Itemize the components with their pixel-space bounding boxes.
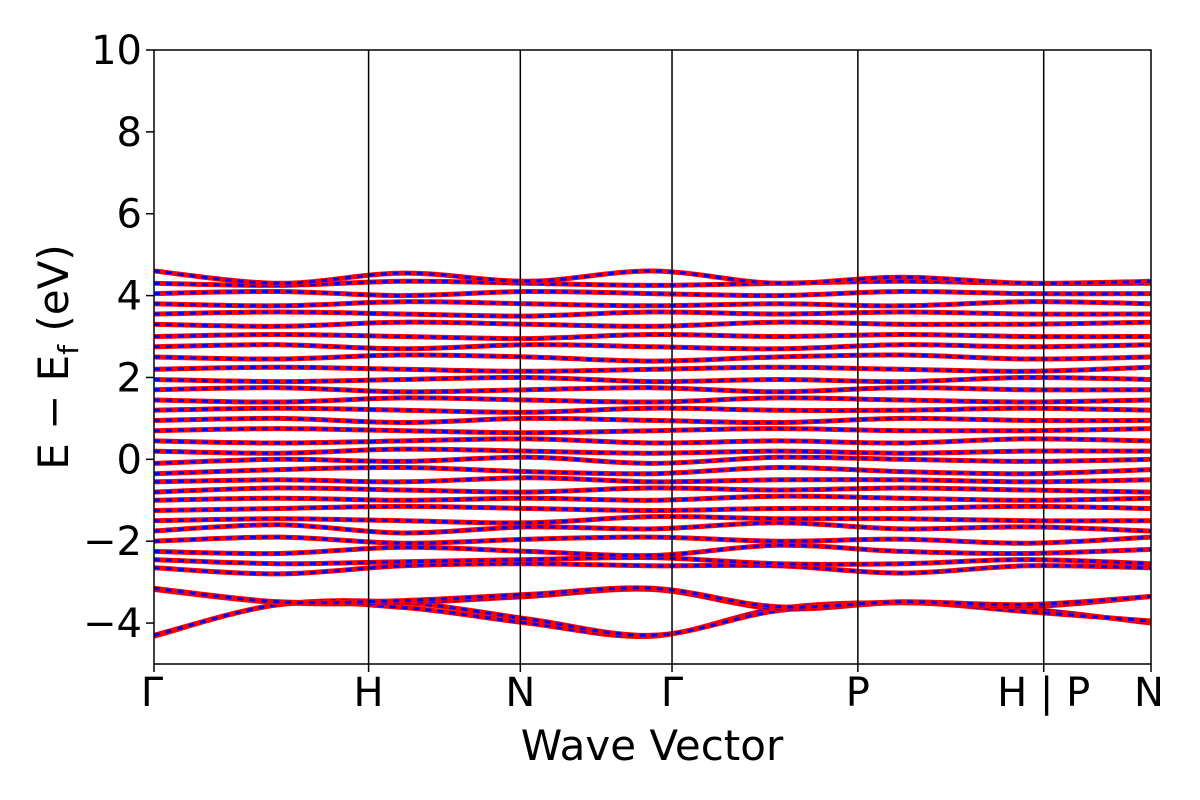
band-line-spin-up-6 <box>154 542 1151 559</box>
band-line-spin-up-19 <box>154 415 1151 426</box>
x-tick-label: P <box>846 670 870 716</box>
band-line-spin-up-24 <box>154 364 1151 374</box>
band-line-spin-up-27 <box>154 331 1151 342</box>
band-line-spin-up-22 <box>154 385 1151 395</box>
band-line-spin-up-7 <box>154 534 1151 546</box>
band-line-spin-up-21 <box>154 395 1151 405</box>
band-line-spin-up-13 <box>154 475 1151 485</box>
x-tick-label: Γ <box>661 670 684 716</box>
y-axis-title-unit: (eV) <box>29 244 78 345</box>
y-tick-label: −4 <box>83 601 142 647</box>
band-line-spin-up-29 <box>154 309 1151 319</box>
y-axis-title-subscript: f <box>52 344 85 355</box>
band-line-spin-up-33 <box>154 268 1151 286</box>
band-line-spin-up-17 <box>154 436 1151 446</box>
x-tick-label: H | P <box>997 670 1090 716</box>
band-line-spin-up-10 <box>154 503 1151 514</box>
band-line-spin-up-31 <box>154 288 1151 299</box>
plot-frame <box>153 49 1152 665</box>
y-axis-title-main: E − E <box>29 355 78 470</box>
band-line-spin-up-25 <box>154 352 1151 364</box>
y-tick-label: 4 <box>117 274 142 320</box>
band-line-spin-up-20 <box>154 405 1151 415</box>
x-tick-label: N <box>1134 670 1164 716</box>
band-line-spin-up-11 <box>154 493 1151 503</box>
band-line-spin-up-26 <box>154 342 1151 352</box>
band-line-spin-up-23 <box>154 374 1151 385</box>
band-line-spin-up-16 <box>154 446 1151 456</box>
y-tick-label: −2 <box>83 519 142 565</box>
y-tick-label: 0 <box>117 437 142 483</box>
y-tick-label: 2 <box>117 355 142 401</box>
band-line-spin-up-9 <box>154 514 1151 526</box>
y-axis-ticks: −4 −2 0 2 4 6 8 10 <box>83 28 154 647</box>
x-axis-ticks: Γ H N Γ P H | P N <box>141 664 1164 716</box>
band-line-spin-up-15 <box>154 454 1151 466</box>
x-tick-label: N <box>505 670 535 716</box>
band-line-spin-up-28 <box>154 319 1151 329</box>
y-tick-label: 10 <box>91 28 142 74</box>
band-line-spin-up-3 <box>154 585 1151 610</box>
band-line-spin-up-14 <box>154 464 1151 477</box>
band-line-spin-up-30 <box>154 299 1151 309</box>
band-lines <box>154 268 1151 640</box>
x-tick-label: H <box>354 670 384 716</box>
y-tick-label: 6 <box>117 192 142 238</box>
high-symmetry-lines <box>367 50 1045 664</box>
band-line-spin-up-12 <box>154 485 1151 495</box>
band-line-spin-up-8 <box>154 520 1151 536</box>
y-axis-title: E − Ef (eV) <box>29 244 85 470</box>
y-tick-label: 8 <box>117 110 142 156</box>
band-line-spin-up-4 <box>154 561 1151 577</box>
x-axis-title: Wave Vector <box>521 721 784 770</box>
x-tick-label: Γ <box>141 670 164 716</box>
band-line-spin-up-18 <box>154 426 1151 436</box>
